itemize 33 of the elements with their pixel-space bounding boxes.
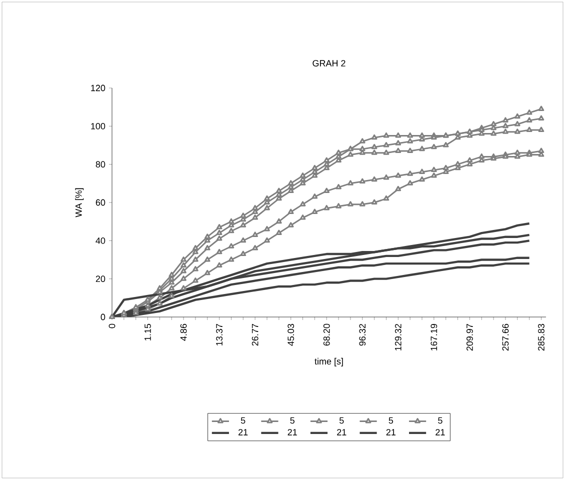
legend-label: 5 bbox=[438, 417, 442, 424]
y-tick-label: 20 bbox=[96, 276, 106, 282]
legend-label: 21 bbox=[386, 429, 396, 436]
x-tick-label: 257.66 bbox=[502, 324, 509, 351]
x-tick-label: 129.32 bbox=[394, 324, 402, 350]
y-tick-label: 80 bbox=[96, 161, 106, 168]
x-tick-label: 45.03 bbox=[288, 324, 294, 346]
legend-label: 5 bbox=[388, 417, 394, 424]
x-tick-label: 167.19 bbox=[430, 324, 438, 350]
x-tick-label: 1.15 bbox=[144, 324, 151, 340]
legend-label: 21 bbox=[238, 429, 248, 436]
legend-label: 5 bbox=[339, 417, 344, 424]
y-tick-label: 100 bbox=[91, 122, 106, 130]
y-tick-label: 60 bbox=[96, 199, 106, 206]
x-tick-label: 0 bbox=[108, 324, 116, 328]
y-tick-label: 120 bbox=[91, 84, 106, 92]
x-tick-label: 96.32 bbox=[359, 324, 366, 346]
x-tick-label: 4.86 bbox=[180, 324, 187, 341]
x-tick-label: 68.20 bbox=[323, 324, 330, 346]
y-axis-title: WA [%] bbox=[75, 188, 84, 218]
x-tick-label: 285.83 bbox=[538, 324, 544, 351]
x-tick-label: 13.37 bbox=[216, 324, 222, 346]
y-tick-label: 0 bbox=[100, 314, 106, 320]
legend-label: 5 bbox=[290, 417, 294, 424]
y-tick-label: 40 bbox=[96, 237, 106, 244]
chart-title: GRAH 2 bbox=[312, 60, 346, 66]
x-axis-title: time [s] bbox=[314, 358, 343, 366]
x-tick-label: 26.77 bbox=[252, 324, 258, 346]
legend-label: 21 bbox=[288, 429, 297, 436]
legend-label: 5 bbox=[240, 417, 246, 424]
legend-label: 21 bbox=[436, 429, 445, 436]
x-tick-label: 209.97 bbox=[466, 324, 473, 351]
legend-label: 21 bbox=[337, 429, 346, 436]
